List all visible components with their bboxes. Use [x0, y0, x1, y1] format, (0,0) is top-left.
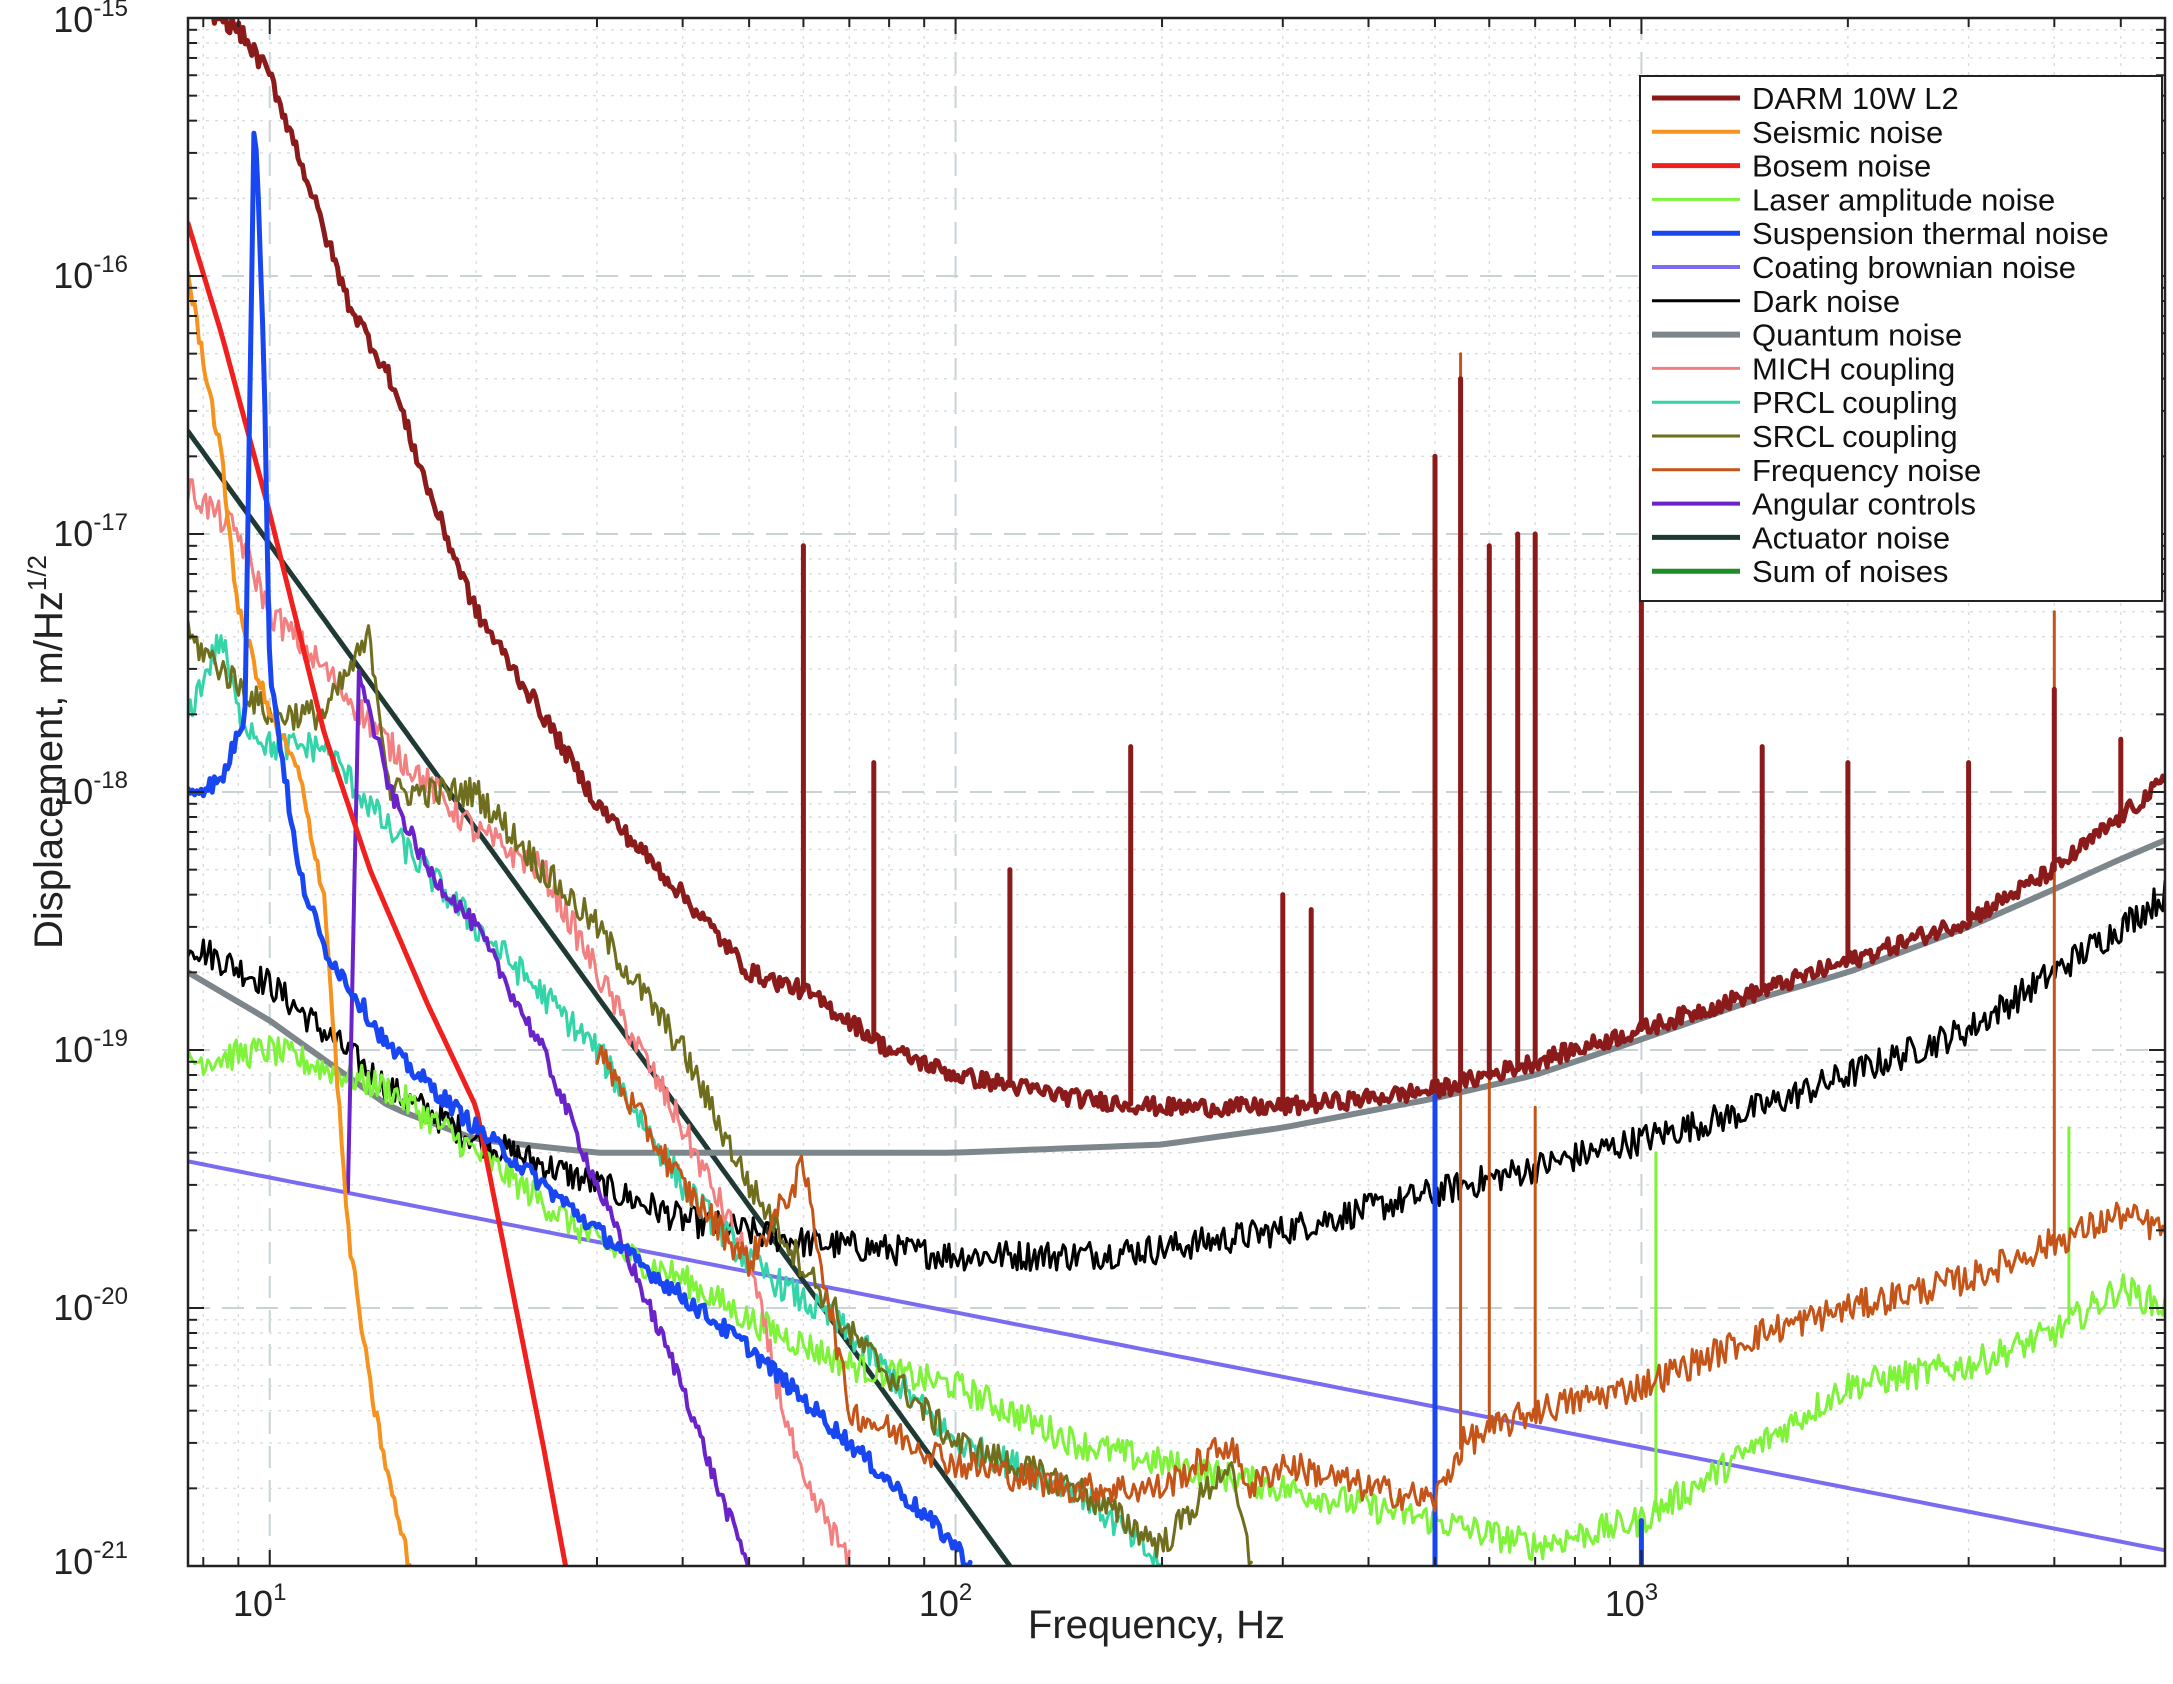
series-line-actuator-noise — [188, 428, 1013, 1566]
legend-entry-label: Dark noise — [1752, 284, 1900, 319]
legend-entry-label: Sum of noises — [1752, 554, 1948, 589]
y-tick-label: 10-15 — [53, 0, 128, 40]
x-axis-label: Frequency, Hz — [1028, 1603, 1285, 1647]
legend-entry-label: Suspension thermal noise — [1752, 216, 2109, 251]
series-line-prcl-coupling — [188, 633, 1162, 1566]
legend-entry-label: Seismic noise — [1752, 115, 1943, 150]
legend-entry-label: DARM 10W L2 — [1752, 81, 1959, 116]
legend-entry-label: Actuator noise — [1752, 520, 1950, 555]
series-line-mich-coupling — [188, 478, 851, 1566]
legend-entry-label: Coating brownian noise — [1752, 250, 2076, 285]
legend-entry-label: Frequency noise — [1752, 453, 1981, 488]
y-tick-label: 10-16 — [53, 251, 128, 296]
x-tick-label: 101 — [233, 1579, 286, 1624]
series-line-angular-controls — [345, 669, 750, 1566]
legend-entry-label: Laser amplitude noise — [1752, 182, 2055, 217]
legend-entry-label: Angular controls — [1752, 487, 1976, 522]
series-line-darm-10w-l2 — [211, 18, 2165, 1119]
y-tick-label: 10-19 — [53, 1025, 128, 1070]
legend-entry-label: PRCL coupling — [1752, 385, 1958, 420]
y-axis-label-text: Displacement, m/Hz — [27, 591, 71, 949]
y-axis-label-exponent: 1/2 — [22, 555, 52, 591]
legend-entry-label: Bosem noise — [1752, 149, 1931, 184]
series-layer — [188, 18, 2165, 1566]
series-line-seismic-noise — [188, 270, 412, 1566]
y-tick-label: 10-18 — [53, 767, 128, 812]
series-line-quantum-noise — [188, 837, 2165, 1156]
y-tick-label: 10-21 — [53, 1537, 128, 1582]
series-line-dark-noise — [188, 879, 2165, 1272]
series-line-coating-brownian-noise — [188, 1159, 2165, 1553]
x-tick-label: 103 — [1605, 1579, 1658, 1624]
series-line-laser-amplitude-noise — [188, 1035, 2165, 1561]
legend-entry-label: SRCL coupling — [1752, 419, 1958, 454]
x-tick-label: 102 — [919, 1579, 972, 1624]
y-tick-label: 10-20 — [53, 1283, 128, 1328]
y-axis-label: Displacement, m/Hz1/2 — [22, 555, 71, 949]
tick-labels: 101 102 103 10-21 10-20 10-19 10-18 10-17 10-16 1… — [53, 0, 2165, 1624]
y-tick-label: 10-17 — [53, 509, 128, 554]
legend-entry-label: Quantum noise — [1752, 318, 1962, 353]
legend-entry-label: MICH coupling — [1752, 351, 1955, 386]
